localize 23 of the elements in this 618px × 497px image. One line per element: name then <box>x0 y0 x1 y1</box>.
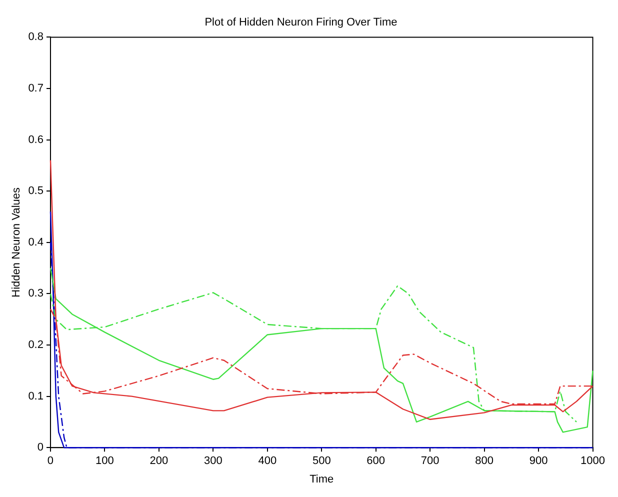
x-axis-title: Time <box>310 473 334 486</box>
x-tick-label: 100 <box>96 455 114 468</box>
x-tick-label: 500 <box>312 455 331 468</box>
x-tick-label: 200 <box>150 455 168 468</box>
x-tick-label: 1000 <box>580 455 606 468</box>
x-tick-label: 800 <box>475 455 494 468</box>
y-tick-label: 0.5 <box>28 185 44 198</box>
y-tick-label: 0.1 <box>28 390 44 402</box>
y-tick-label: 0.4 <box>28 236 44 248</box>
y-tick-label: 0.8 <box>28 31 44 44</box>
chart-title: Plot of Hidden Neuron Firing Over Time <box>204 16 398 29</box>
y-tick-label: 0 <box>37 442 44 454</box>
y-tick-label: 0.7 <box>28 82 44 95</box>
x-tick-label: 900 <box>529 455 548 468</box>
y-tick-label: 0.3 <box>28 288 44 300</box>
y-tick-label: 0.2 <box>28 339 44 352</box>
x-tick-label: 400 <box>258 455 277 468</box>
y-axis-title: Hidden Neuron Values <box>10 186 23 298</box>
x-tick-label: 700 <box>420 455 440 468</box>
x-tick-label: 0 <box>47 455 54 468</box>
y-tick-label: 0.6 <box>28 134 44 146</box>
x-tick-label: 300 <box>204 455 222 468</box>
x-tick-label: 600 <box>366 455 386 468</box>
